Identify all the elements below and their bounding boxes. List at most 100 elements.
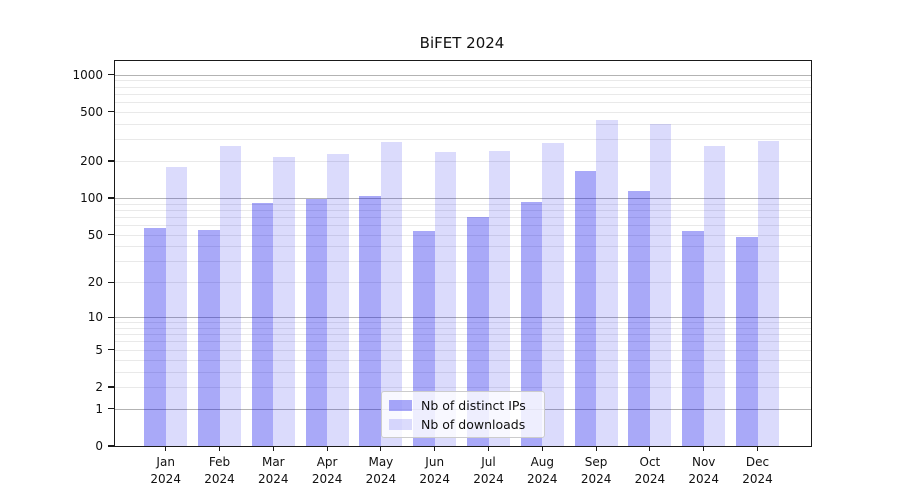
x-tick-label: Jun 2024 — [419, 455, 450, 486]
bar-distinct-ips — [198, 229, 220, 446]
y-tick — [108, 111, 114, 113]
y-gridline-minor — [115, 139, 811, 141]
y-gridline-minor — [115, 86, 811, 88]
y-tick — [108, 316, 114, 318]
y-gridline-minor — [115, 203, 811, 205]
y-gridline-minor — [115, 93, 811, 95]
y-gridline-minor — [115, 216, 811, 218]
x-tick-label: Oct 2024 — [634, 455, 666, 486]
y-gridline-minor — [115, 161, 811, 162]
x-tick-label: Jan 2024 — [150, 455, 181, 486]
y-gridline-minor — [115, 123, 811, 125]
bar-distinct-ips — [682, 230, 704, 446]
y-tick-label: 1000 — [72, 67, 103, 82]
y-gridline-major — [115, 74, 811, 76]
x-tick — [434, 446, 436, 451]
bar-distinct-ips — [520, 202, 543, 446]
x-tick-label: Dec 2024 — [742, 455, 773, 486]
bar-distinct-ips — [467, 216, 489, 446]
x-tick — [649, 446, 651, 451]
y-gridline-minor — [115, 371, 811, 373]
x-tick — [756, 446, 759, 451]
x-tick — [272, 446, 274, 451]
x-tick — [487, 446, 490, 451]
legend-item: Nb of downloads — [389, 417, 534, 432]
x-tick-label: Jul 2024 — [473, 455, 504, 486]
y-tick — [108, 445, 114, 447]
legend-swatch-ips — [389, 400, 412, 411]
bar-downloads — [596, 120, 618, 446]
legend-swatch-downloads — [389, 419, 412, 430]
y-gridline-major — [115, 198, 811, 199]
bar-downloads — [542, 143, 564, 446]
y-gridline-minor — [115, 246, 811, 248]
x-tick-label: Feb 2024 — [204, 455, 235, 486]
y-gridline-minor — [115, 387, 811, 388]
y-gridline-major — [115, 317, 811, 319]
chart-title: BiFET 2024 — [419, 34, 505, 52]
bar-downloads — [165, 166, 188, 446]
bar-distinct-ips — [359, 195, 381, 446]
y-tick-label: 1 — [95, 401, 103, 416]
legend-label-downloads: Nb of downloads — [421, 417, 526, 432]
bar-downloads — [327, 153, 349, 446]
y-tick-label: 10 — [87, 310, 103, 325]
y-gridline-minor — [115, 111, 811, 113]
y-tick — [108, 408, 114, 410]
legend: Nb of distinct IPs Nb of downloads — [381, 391, 545, 438]
bar-downloads — [757, 141, 779, 446]
bar-downloads — [380, 142, 403, 446]
x-tick — [703, 446, 705, 451]
y-tick-label: 50 — [87, 227, 103, 242]
y-tick — [108, 234, 114, 236]
x-tick-label: Aug 2024 — [527, 455, 558, 486]
x-tick — [218, 446, 221, 451]
x-tick-label: Nov 2024 — [688, 455, 719, 486]
y-tick-label: 20 — [87, 275, 103, 290]
plot-area: 0 1 2 5 10 20 50 100 200 500 1000 Jan 2024 Feb 2024 M… — [72, 60, 812, 486]
x-tick — [380, 446, 382, 451]
x-tick — [165, 446, 167, 451]
y-gridline-minor — [115, 209, 811, 211]
y-tick — [108, 160, 114, 162]
x-tick-label: May 2024 — [365, 455, 397, 486]
y-tick-label: 500 — [80, 104, 103, 119]
x-tick — [326, 446, 328, 451]
y-gridline-minor — [115, 349, 811, 351]
bar-downloads — [649, 123, 672, 446]
y-tick-label: 2 — [95, 380, 103, 394]
y-tick-label: 5 — [95, 342, 103, 357]
y-gridline-minor — [115, 327, 811, 329]
bar-distinct-ips — [574, 171, 597, 446]
x-tick — [541, 446, 543, 451]
bar-distinct-ips — [144, 227, 166, 446]
y-gridline-minor — [115, 282, 811, 284]
y-tick — [108, 349, 114, 351]
y-gridline-minor — [115, 225, 811, 227]
y-gridline-minor — [115, 261, 811, 263]
bar-downloads — [273, 157, 295, 446]
bar-downloads — [219, 145, 241, 446]
x-tick-label: Apr 2024 — [311, 455, 343, 486]
y-gridline-minor — [115, 80, 811, 82]
bar-distinct-ips — [305, 199, 328, 446]
y-tick — [108, 197, 114, 199]
y-tick-label: 0 — [95, 439, 103, 453]
bar-downloads — [703, 145, 726, 446]
y-gridline-minor — [115, 102, 811, 104]
x-tick — [595, 446, 597, 451]
bar-downloads — [434, 152, 457, 446]
y-gridline-minor — [115, 334, 811, 336]
legend-label-ips: Nb of distinct IPs — [421, 398, 526, 413]
bar-distinct-ips — [736, 236, 758, 446]
y-tick-label: 200 — [80, 154, 103, 168]
y-tick — [108, 386, 114, 388]
y-gridline-minor — [115, 359, 811, 361]
y-tick-label: 100 — [80, 191, 103, 205]
x-tick-label: Mar 2024 — [258, 455, 289, 486]
y-gridline-minor — [115, 322, 811, 324]
bar-downloads — [488, 150, 510, 446]
y-gridline-minor — [115, 341, 811, 343]
y-gridline-minor — [115, 234, 811, 236]
